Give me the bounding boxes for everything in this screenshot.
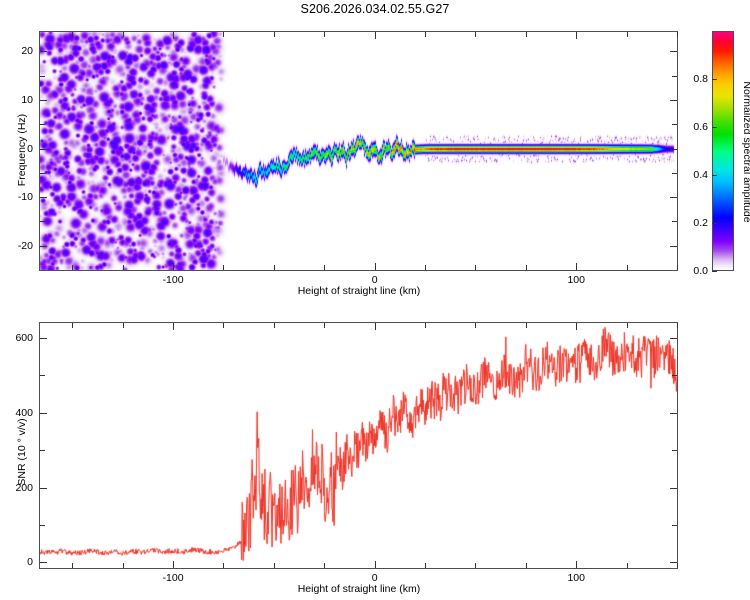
tick-label: 0 [27, 556, 33, 569]
tick-label: 10 [21, 94, 33, 106]
spectrogram-plot-area [40, 32, 677, 270]
colorbar-title: Normalized spectral amplitude [741, 81, 750, 223]
tick-label: -100 [162, 572, 184, 584]
tick-label: 0 [27, 142, 33, 155]
snr-x-axis-title: Height of straight line (km) [297, 583, 421, 595]
snr-plot-area [40, 323, 677, 568]
tick-label: -100 [162, 274, 184, 286]
spectrogram-x-axis-title: Height of straight line (km) [297, 285, 421, 297]
colorbar-gradient [713, 32, 733, 270]
tick-label: -10 [17, 191, 33, 204]
colorbar-tick [712, 271, 717, 272]
tick-label: 400 [15, 406, 33, 419]
snr-y-axis-title: SNR (10 ° v/v) [16, 418, 28, 486]
figure-title: S206.2026.034.02.55.G27 [300, 2, 450, 16]
spectrogram-panel [39, 31, 678, 271]
colorbar-tick-label: 0.8 [693, 73, 708, 85]
spectrogram-image [40, 32, 677, 270]
colorbar-tick-label: 0.0 [693, 265, 708, 277]
snr-panel [39, 322, 678, 569]
colorbar-tick [712, 175, 717, 176]
tick-label: 0 [371, 572, 378, 584]
spectrogram-y-axis-title: Frequency (Hz) [16, 113, 28, 187]
tick-label: 100 [567, 274, 585, 286]
tick-label: 0 [371, 274, 378, 286]
colorbar [712, 31, 734, 271]
colorbar-tick [712, 223, 717, 224]
colorbar-tick-label: 0.6 [693, 121, 708, 133]
colorbar-tick [712, 127, 717, 128]
colorbar-tick [712, 79, 717, 80]
tick-label: -20 [17, 239, 33, 252]
tick-label: 200 [15, 481, 33, 494]
tick-label: 20 [21, 45, 33, 58]
colorbar-tick-label: 0.2 [693, 217, 708, 229]
tick-label: 100 [567, 572, 585, 584]
tick-label: 600 [15, 331, 33, 344]
colorbar-tick-label: 0.4 [693, 169, 708, 181]
snr-line-chart [40, 323, 677, 568]
